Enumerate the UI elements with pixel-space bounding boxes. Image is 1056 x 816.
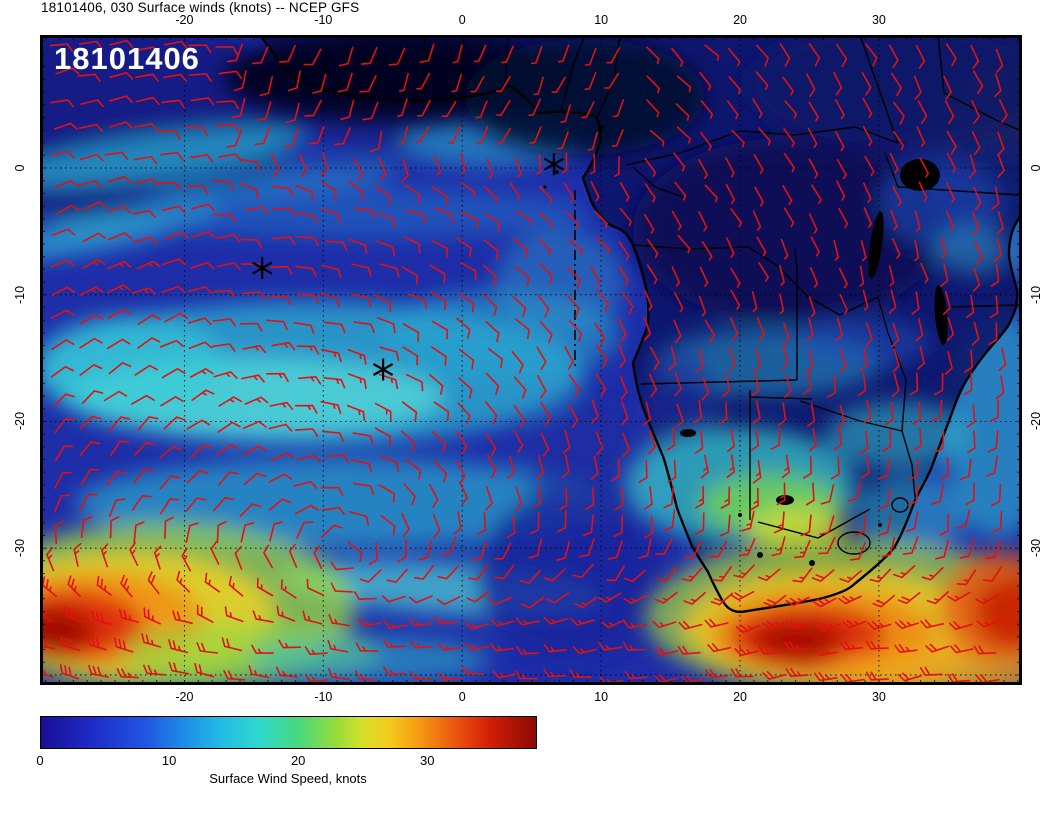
- lat-tick-label-left: 0: [13, 164, 27, 172]
- colorbar-tick-label: 30: [420, 753, 435, 768]
- map-frame-border: [40, 35, 1022, 685]
- lat-tick-label-left: -30: [13, 539, 27, 558]
- colorbar-tick-label: 0: [36, 753, 44, 768]
- lon-tick-label-bottom: 0: [458, 690, 466, 704]
- lat-tick-label-left: -20: [13, 412, 27, 431]
- lat-tick-label-right: -20: [1029, 412, 1043, 431]
- lon-tick-label-bottom: -10: [314, 690, 333, 704]
- lat-tick-label-left: -10: [13, 285, 27, 304]
- chart-title: 18101406, 030 Surface winds (knots) -- N…: [41, 0, 360, 15]
- station-markers: [252, 153, 564, 381]
- lon-tick-label-top: 30: [871, 13, 886, 27]
- station-marker: [252, 257, 273, 280]
- coastline: [259, 35, 1022, 614]
- wind-barb-field: [40, 39, 1008, 685]
- lon-tick-label-top: 10: [594, 13, 609, 27]
- lon-tick-label-top: 0: [458, 13, 466, 27]
- graticule-gridlines: [40, 35, 1022, 685]
- colorbar-tick-label: 10: [161, 753, 177, 768]
- lat-tick-label-right: 0: [1029, 164, 1043, 172]
- wind-map: [40, 35, 1022, 685]
- lon-tick-label-top: 20: [733, 13, 747, 27]
- colorbar: [40, 716, 537, 749]
- country-borders: [421, 35, 1022, 555]
- lat-tick-label-right: -30: [1029, 539, 1043, 558]
- map-datetime-label: 18101406: [54, 41, 200, 76]
- lon-tick-label-bottom: 10: [594, 690, 609, 704]
- lon-tick-label-bottom: 30: [871, 690, 886, 704]
- lon-tick-label-bottom: 20: [733, 690, 747, 704]
- colorbar-label: Surface Wind Speed, knots: [209, 771, 367, 786]
- map-plot-area: 18101406: [40, 35, 1022, 685]
- station-marker: [543, 153, 564, 176]
- station-marker: [372, 358, 394, 381]
- lat-tick-label-right: -10: [1029, 285, 1043, 304]
- colorbar-tick-label: 20: [290, 753, 306, 768]
- lon-tick-label-top: -10: [314, 13, 333, 27]
- lon-tick-label-top: -20: [175, 13, 194, 27]
- lon-tick-label-bottom: -20: [175, 690, 194, 704]
- lakes: [543, 125, 948, 566]
